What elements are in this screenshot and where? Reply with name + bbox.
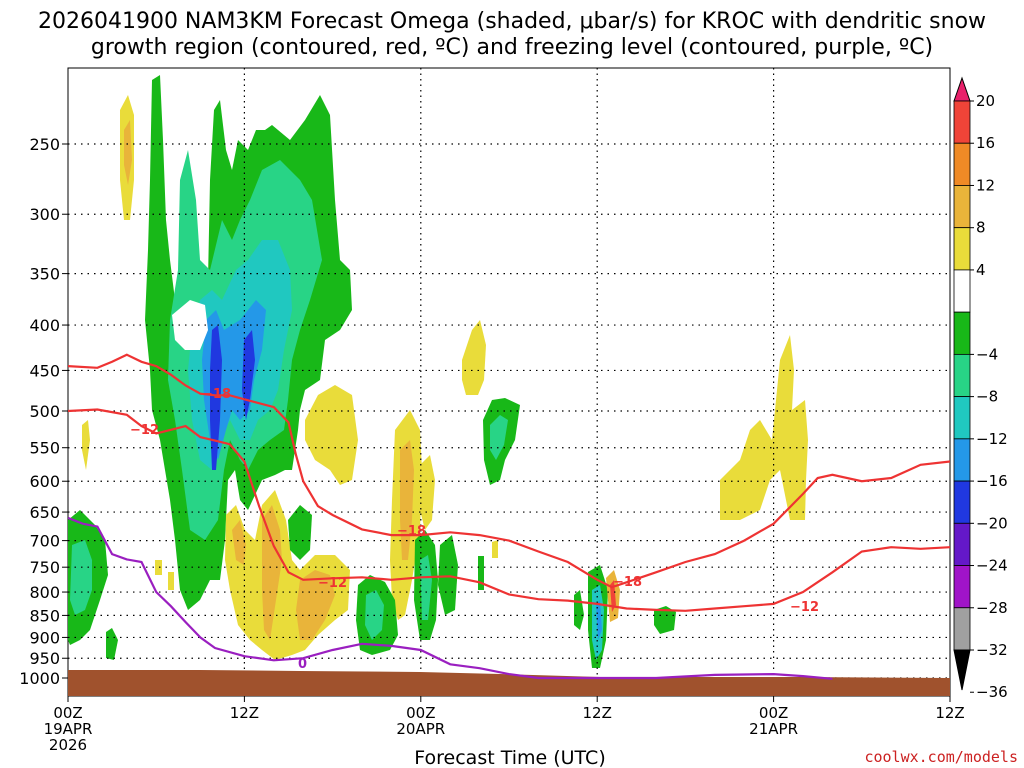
omega-region-yellow-mid [305,385,358,485]
freezing-level-contour [68,516,833,680]
contour-label-red-4: −12 [318,576,347,591]
y-tick-label: 900 [29,628,60,647]
dendritic-contour-1 [68,353,950,589]
colorbar-label: 20 [976,92,995,110]
y-tick-label: 950 [29,649,60,668]
x-tick-label: 12Z [230,704,259,722]
y-tick-label: 800 [29,583,60,602]
y-tick-label: 550 [29,439,60,458]
colorbar-label: 16 [976,134,995,152]
credit-text: coolwx.com/models [864,748,1018,766]
y-tick-label: 450 [29,361,60,380]
contours [68,353,950,680]
chart-title-line2: growth region (contoured, red, ºC) and f… [91,35,933,60]
x-tick-label: 21APR [749,720,798,738]
colorbar-label: 12 [976,176,995,194]
y-tick-label: 850 [29,606,60,625]
colorbar-label: −24 [976,557,1008,575]
x-tick-label: 12Z [935,704,964,722]
y-tick-label: 300 [29,205,60,224]
contour-label-red-6: −12 [790,600,819,615]
chart-title-line1: 2026041900 NAM3KM Forecast Omega (shaded… [38,9,986,34]
omega-region-green-lower-mid [288,505,312,560]
colorbar-swatch [953,565,971,609]
y-tick-label: 1000 [19,669,60,688]
omega-clear-pocket [172,300,208,350]
omega-region-darkblue [210,325,255,470]
colorbar-label: −8 [976,388,998,406]
colorbar-label: −16 [976,472,1008,490]
omega-region-yellow-upper-right [720,335,808,520]
omega-region-orange-upper-left [124,120,132,185]
colorbar-label: 8 [976,219,986,237]
x-axis-title: Forecast Time (UTC) [414,747,605,768]
contour-label-red-5: −18 [613,575,642,590]
omega-region-green-15z [654,606,676,634]
omega-region-cyan-mid-b [490,415,508,460]
colorbar-label: −36 [976,683,1008,701]
omega-region-orange-mid2 [400,440,414,560]
colorbar-label: −32 [976,641,1008,659]
colorbar-swatch [953,269,971,313]
contour-label-red-1: −12 [130,423,159,438]
colorbar-label: −28 [976,599,1008,617]
dendritic-contour-0 [68,408,950,612]
omega-region-green-low-c [438,535,458,615]
colorbar-swatch [953,607,971,651]
colorbar-bottom-triangle [953,649,971,691]
colorbar-swatch [953,142,971,186]
omega-region-yellow-upper-mid [462,320,486,395]
colorbar-top-triangle [953,76,971,102]
x-tick-label: 12Z [583,704,612,722]
omega-region-yellow-small [82,420,90,470]
y-tick-label: 400 [29,316,60,335]
y-tick-label: 250 [29,135,60,154]
omega-shading [68,75,808,668]
omega-region-yellow-mid3 [420,455,435,530]
ground-surface [68,670,950,696]
contour-label-red-2: −18 [202,387,231,402]
y-tick-label: 500 [29,402,60,421]
x-tick-label: 00Z [406,704,435,722]
x-tick-label: 20APR [396,720,445,738]
x-tick-label: 00Z [53,704,82,722]
colorbar-label: −4 [976,345,998,363]
x-tick-label: 00Z [759,704,788,722]
colorbar-label: 4 [976,261,986,279]
colorbar-label: −20 [976,514,1008,532]
omega-region-green-left2 [106,628,118,660]
grid-vertical [243,68,775,696]
colorbar-swatch [953,311,971,355]
y-tick-label: 600 [29,472,60,491]
colorbar-swatch [953,438,971,482]
omega-region-cyan-low-b [420,555,432,620]
y-tick-label: 350 [29,265,60,284]
colorbar: 20 16 12 8 4 −4 −8 −12 −16 −20 −24 −28 −32 −36 [953,76,1008,701]
omega-region-orange-lower-mid [232,505,335,640]
colorbar-swatch [953,396,971,440]
omega-region-cyan-left [70,540,92,615]
colorbar-swatch [953,522,971,566]
colorbar-swatch [953,185,971,229]
x-tick-label: 19APR [44,720,93,738]
colorbar-swatch [953,480,971,524]
y-tick-label: 750 [29,558,60,577]
contour-label-red-3: −18 [397,524,426,539]
colorbar-swatch [953,100,971,144]
colorbar-swatch [953,353,971,398]
colorbar-label: −12 [976,430,1008,448]
grid-horizontal [68,143,950,679]
contour-label-purple-0: 0 [298,657,307,672]
y-tick-label: 700 [29,532,60,551]
omega-region-yellow-dot [492,540,498,558]
y-tick-label: 650 [29,503,60,522]
colorbar-swatch [953,227,971,271]
x-tick-label: 2026 [49,736,87,754]
y-axis: 250 300 350 400 450 500 550 600 650 700 750 800 850 9… [19,135,68,688]
